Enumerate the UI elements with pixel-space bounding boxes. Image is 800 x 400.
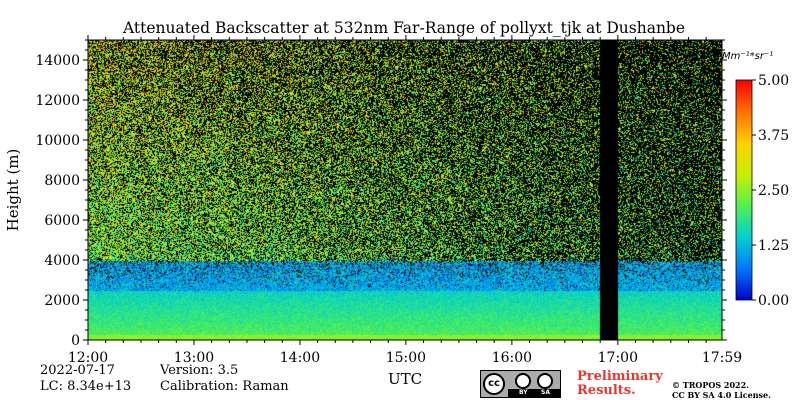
x-tick-label: 17:59 [702,350,742,366]
preliminary-line-2: Results. [577,383,636,398]
y-tick-label: 0 [71,333,80,349]
copyright-line-2: CC BY SA 4.0 License. [672,390,771,400]
x-tick-label: 17:00 [598,350,638,366]
by-label: BY [519,389,528,396]
sa-label: SA [541,389,550,396]
colorbar-tick-label: 2.50 [758,183,789,199]
y-tick-label: 6000 [44,213,80,229]
cc-license-badge: cc BY SA [480,370,561,398]
y-tick-label: 14000 [35,53,80,69]
x-axis-label: UTC [388,370,422,388]
y-tick-label: 10000 [35,133,80,149]
y-tick-label: 12000 [35,93,80,109]
colorbar-tick-label: 3.75 [758,128,789,144]
preliminary-line-1: Preliminary [577,369,663,384]
y-tick-label: 4000 [44,253,80,269]
x-tick-label: 13:00 [174,350,214,366]
x-tick-label: 12:00 [68,350,108,366]
colorbar-ticks: 0.00 1.25 2.50 3.75 5.00 [752,73,789,309]
badge-strip [508,389,561,397]
y-tick-label: 2000 [44,293,80,309]
colorbar-tick-label: 0.00 [758,293,789,309]
x-tick-label: 14:00 [280,350,320,366]
y-axis-label: Height (m) [4,149,22,232]
colorbar [735,79,753,301]
share-alike-icon [537,373,553,389]
cc-logo-icon: cc [483,373,505,395]
heatmap-raster [88,40,722,340]
colorbar-tick-label: 1.25 [758,238,789,254]
colorbar-tick-label: 5.00 [758,73,789,89]
version-text: Version: 3.5 [160,363,239,378]
heatmap-area [88,40,722,340]
y-tick-label: 8000 [44,173,80,189]
date-text: 2022-07-17 [40,363,115,378]
y-axis-label-group: Height (m) [4,149,22,232]
lc-text: LC: 8.34e+13 [40,379,132,394]
chart-title: Attenuated Backscatter at 532nm Far-Rang… [122,19,685,37]
attribution-icon [515,373,531,389]
x-tick-label: 15:00 [386,350,426,366]
copyright-line-1: © TROPOS 2022. [672,380,749,390]
x-axis: 12:00 13:00 14:00 15:00 16:00 17:00 17:59 [68,35,742,366]
x-tick-label: 16:00 [492,350,532,366]
y-axis: 0 2000 4000 6000 8000 10000 12000 14000 [35,39,727,349]
calibration-text: Calibration: Raman [160,379,289,394]
colorbar-label: Mm⁻¹*sr⁻¹ [722,51,773,62]
